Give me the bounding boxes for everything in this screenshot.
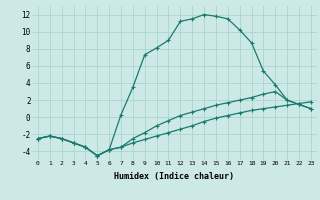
X-axis label: Humidex (Indice chaleur): Humidex (Indice chaleur) xyxy=(115,172,234,181)
